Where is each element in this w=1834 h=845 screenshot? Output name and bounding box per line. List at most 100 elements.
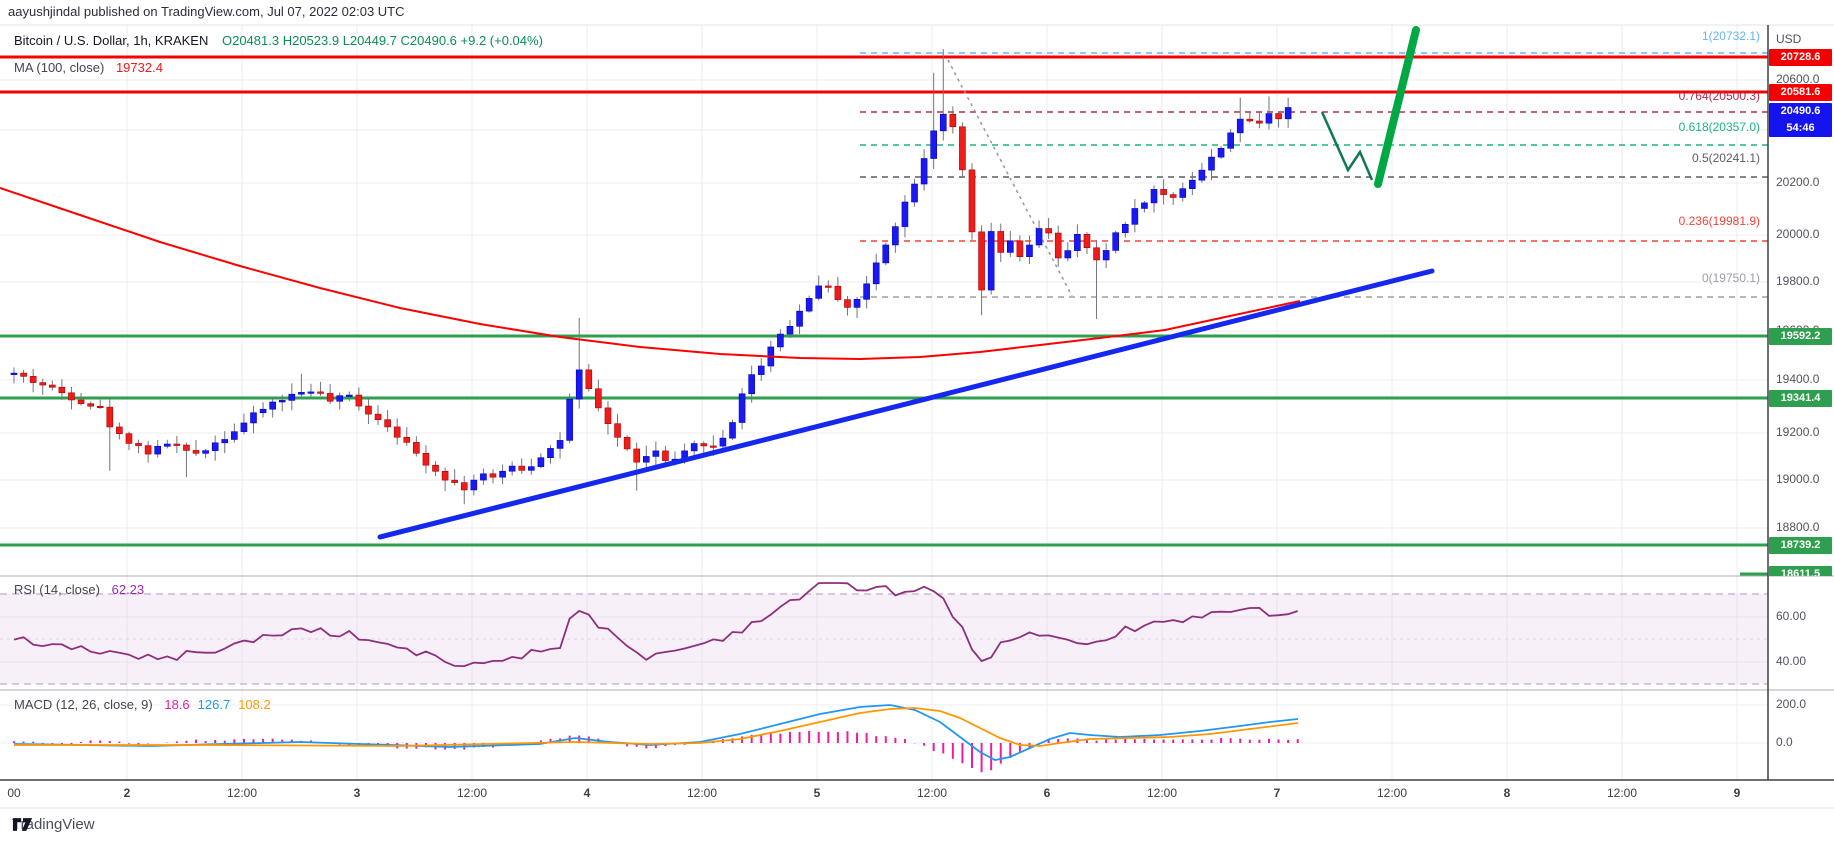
candle-body (1284, 107, 1292, 120)
fib-level-label: 0.236(19981.9) (1678, 214, 1760, 228)
support-badge-19341: 19341.4 (1769, 390, 1832, 407)
time-axis-label[interactable]: 12:00 (686, 786, 718, 800)
candle-body (710, 445, 717, 448)
macd-value: 18.6 (164, 697, 190, 712)
candle-body (987, 231, 995, 291)
time-axis-label[interactable]: 7 (1273, 786, 1281, 800)
candle-body (144, 445, 152, 455)
candle-body (240, 422, 248, 432)
candle-body (192, 450, 200, 454)
ma100-line (0, 187, 1301, 361)
support-badge-clipped: 18611.5 (1769, 566, 1832, 576)
candle-body (604, 407, 612, 424)
candle-body (49, 384, 56, 388)
candle-body (1016, 240, 1024, 257)
macd-axis-tick[interactable]: 200.0 (1776, 697, 1807, 711)
price-axis-currency[interactable]: USD (1776, 32, 1802, 46)
time-axis-label[interactable]: 8 (1503, 786, 1511, 800)
price-axis-tick[interactable]: 18800.0 (1776, 520, 1820, 534)
rsi-axis-tick[interactable]: 40.00 (1776, 654, 1807, 668)
time-axis-label[interactable]: 00 (7, 786, 21, 800)
candle-body (1074, 234, 1081, 251)
price-axis-tick[interactable]: 19000.0 (1776, 472, 1820, 486)
trendline[interactable] (377, 268, 1435, 540)
price-axis-tick[interactable]: 19800.0 (1776, 274, 1820, 288)
projection-arrow-up[interactable] (1374, 26, 1420, 188)
candle-body (68, 392, 75, 401)
time-axis-label[interactable]: 12:00 (456, 786, 488, 800)
time-axis-label[interactable]: 2 (123, 786, 131, 800)
ma-label: MA (100, close) (14, 60, 105, 75)
candle-body (298, 392, 305, 395)
rsi-axis-tick[interactable]: 60.00 (1776, 609, 1807, 623)
candle-body (87, 403, 94, 407)
last-price-badge: 20490.6 54:46 (1769, 103, 1832, 137)
support-badge-18739: 18739.2 (1769, 537, 1832, 554)
candle-body (892, 226, 899, 246)
support-badge-19341-text: 19341.4 (1780, 392, 1821, 404)
candle-body (1150, 189, 1158, 204)
ma-value: 19732.4 (115, 60, 163, 75)
time-axis-label[interactable]: 4 (583, 786, 591, 800)
projection-zigzag[interactable] (1320, 111, 1374, 181)
candle-body (844, 299, 851, 308)
candle-body (662, 450, 669, 461)
candle-body (499, 470, 506, 478)
price-axis-tick[interactable]: 20200.0 (1776, 175, 1820, 189)
time-axis-label[interactable]: 12:00 (226, 786, 258, 800)
candle-body (1112, 232, 1119, 251)
candle-body (106, 406, 114, 428)
support-badge-18739-text: 18739.2 (1780, 539, 1821, 551)
support-badge-19592: 19592.2 (1769, 328, 1832, 345)
candle-body (566, 398, 573, 441)
time-axis-label[interactable]: 12:00 (916, 786, 948, 800)
candle-body (345, 394, 353, 397)
candle-body (374, 413, 382, 420)
candle-body (930, 130, 937, 159)
candle-body (1236, 118, 1244, 134)
candle-body (10, 372, 18, 375)
time-axis-label[interactable]: 9 (1733, 786, 1741, 800)
time-axis-label[interactable]: 3 (353, 786, 361, 800)
macd-axis-tick[interactable]: 0.0 (1776, 735, 1793, 749)
time-axis-label[interactable]: 12:00 (1146, 786, 1178, 800)
price-axis-tick[interactable]: 19400.0 (1776, 372, 1820, 386)
time-axis-label[interactable]: 6 (1043, 786, 1051, 800)
candle-body (470, 479, 478, 491)
candle-body (1179, 188, 1187, 198)
candle-body (729, 422, 736, 439)
candle-body (326, 393, 334, 402)
price-axis-tick[interactable]: 20600.0 (1776, 72, 1820, 86)
resistance-badge-20728-text: 20728.6 (1780, 51, 1821, 63)
candle-body (393, 426, 401, 438)
candle-body (183, 444, 190, 451)
candle-body (413, 442, 420, 454)
price-axis-tick[interactable]: 19200.0 (1776, 425, 1820, 439)
time-axis-label[interactable]: 12:00 (1376, 786, 1408, 800)
candle-body (39, 382, 47, 386)
candle-body (757, 365, 765, 375)
tradingview-logo-text: TradingView (12, 816, 95, 833)
time-axis-label[interactable]: 5 (813, 786, 821, 800)
time-axis-label[interactable]: 12:00 (1606, 786, 1638, 800)
candle-body (939, 113, 947, 132)
candle-body (288, 393, 296, 401)
candle-body (585, 369, 593, 390)
fib-level-label: 0(19750.1) (1701, 271, 1760, 285)
support-badge-clipped-value: 18611.5 (1769, 566, 1832, 576)
candle-body (1007, 240, 1014, 253)
candle-body (365, 405, 372, 415)
tradingview-logo[interactable]: TradingView (12, 816, 95, 833)
candle-body (1160, 189, 1167, 195)
candle-body (1256, 120, 1263, 124)
candle-body (614, 423, 621, 438)
candle-body (1227, 132, 1234, 149)
resistance-badge-20581: 20581.6 (1769, 84, 1832, 101)
candle-body (1093, 247, 1100, 261)
candle-body (575, 369, 583, 400)
rsi-line (13, 582, 1298, 668)
candle-body (1121, 224, 1129, 234)
price-axis-tick[interactable]: 20000.0 (1776, 227, 1820, 241)
